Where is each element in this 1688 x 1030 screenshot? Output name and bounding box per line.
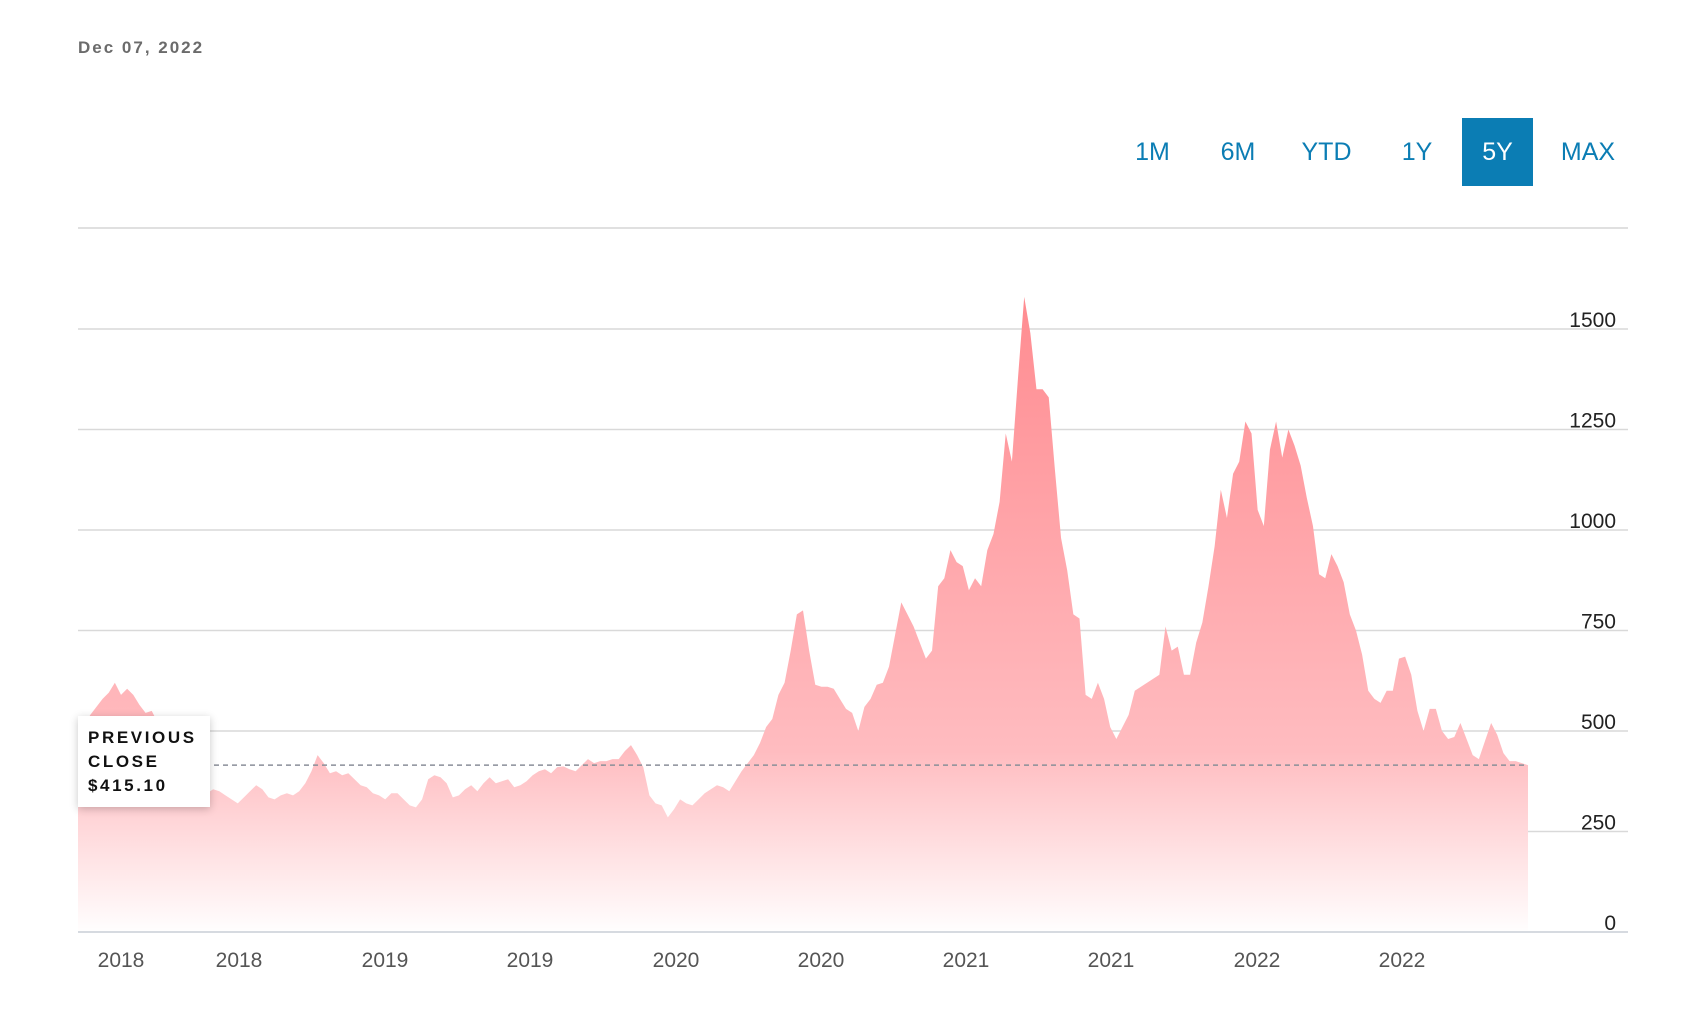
previous-close-tooltip: PREVIOUS CLOSE $415.10 [78, 716, 210, 807]
range-ytd-button[interactable]: YTD [1301, 138, 1352, 166]
range-6m-button[interactable]: 6M [1220, 138, 1256, 166]
range-1m-button[interactable]: 1M [1135, 138, 1170, 166]
y-tick-label: 250 [1581, 812, 1616, 835]
x-tick-label: 2020 [798, 949, 845, 972]
previous-close-label-line2: CLOSE [88, 752, 160, 771]
x-tick-label: 2019 [362, 949, 409, 972]
y-tick-label: 1250 [1569, 410, 1616, 433]
x-tick-label: 2019 [507, 949, 554, 972]
y-tick-label: 1500 [1569, 309, 1616, 332]
range-selector: 1M 6M YTD 1Y 5Y MAX [1110, 118, 1643, 186]
price-area [78, 296, 1528, 933]
range-5y-button[interactable]: 5Y [1462, 118, 1533, 186]
x-axis-ticks: 2018 2018 2019 2019 2020 2020 2021 2021 2022 2022 [98, 949, 1426, 972]
x-tick-label: 2021 [1088, 949, 1135, 972]
x-tick-label: 2022 [1379, 949, 1426, 972]
y-tick-label: 0 [1604, 912, 1616, 935]
range-1y-button[interactable]: 1Y [1401, 138, 1433, 166]
y-tick-label: 1000 [1569, 510, 1616, 533]
y-tick-label: 750 [1581, 611, 1616, 634]
range-max-button[interactable]: MAX [1560, 138, 1616, 166]
previous-close-label-line1: PREVIOUS [88, 728, 197, 747]
x-tick-label: 2018 [216, 949, 263, 972]
chart-date: Dec 07, 2022 [78, 38, 205, 57]
x-tick-label: 2022 [1234, 949, 1281, 972]
previous-close-value: $415.10 [88, 776, 168, 795]
y-axis-ticks: 0 250 500 750 1000 1250 1500 [1569, 309, 1616, 935]
y-tick-label: 500 [1581, 711, 1616, 734]
x-tick-label: 2021 [943, 949, 990, 972]
x-tick-label: 2020 [653, 949, 700, 972]
x-tick-label: 2018 [98, 949, 145, 972]
